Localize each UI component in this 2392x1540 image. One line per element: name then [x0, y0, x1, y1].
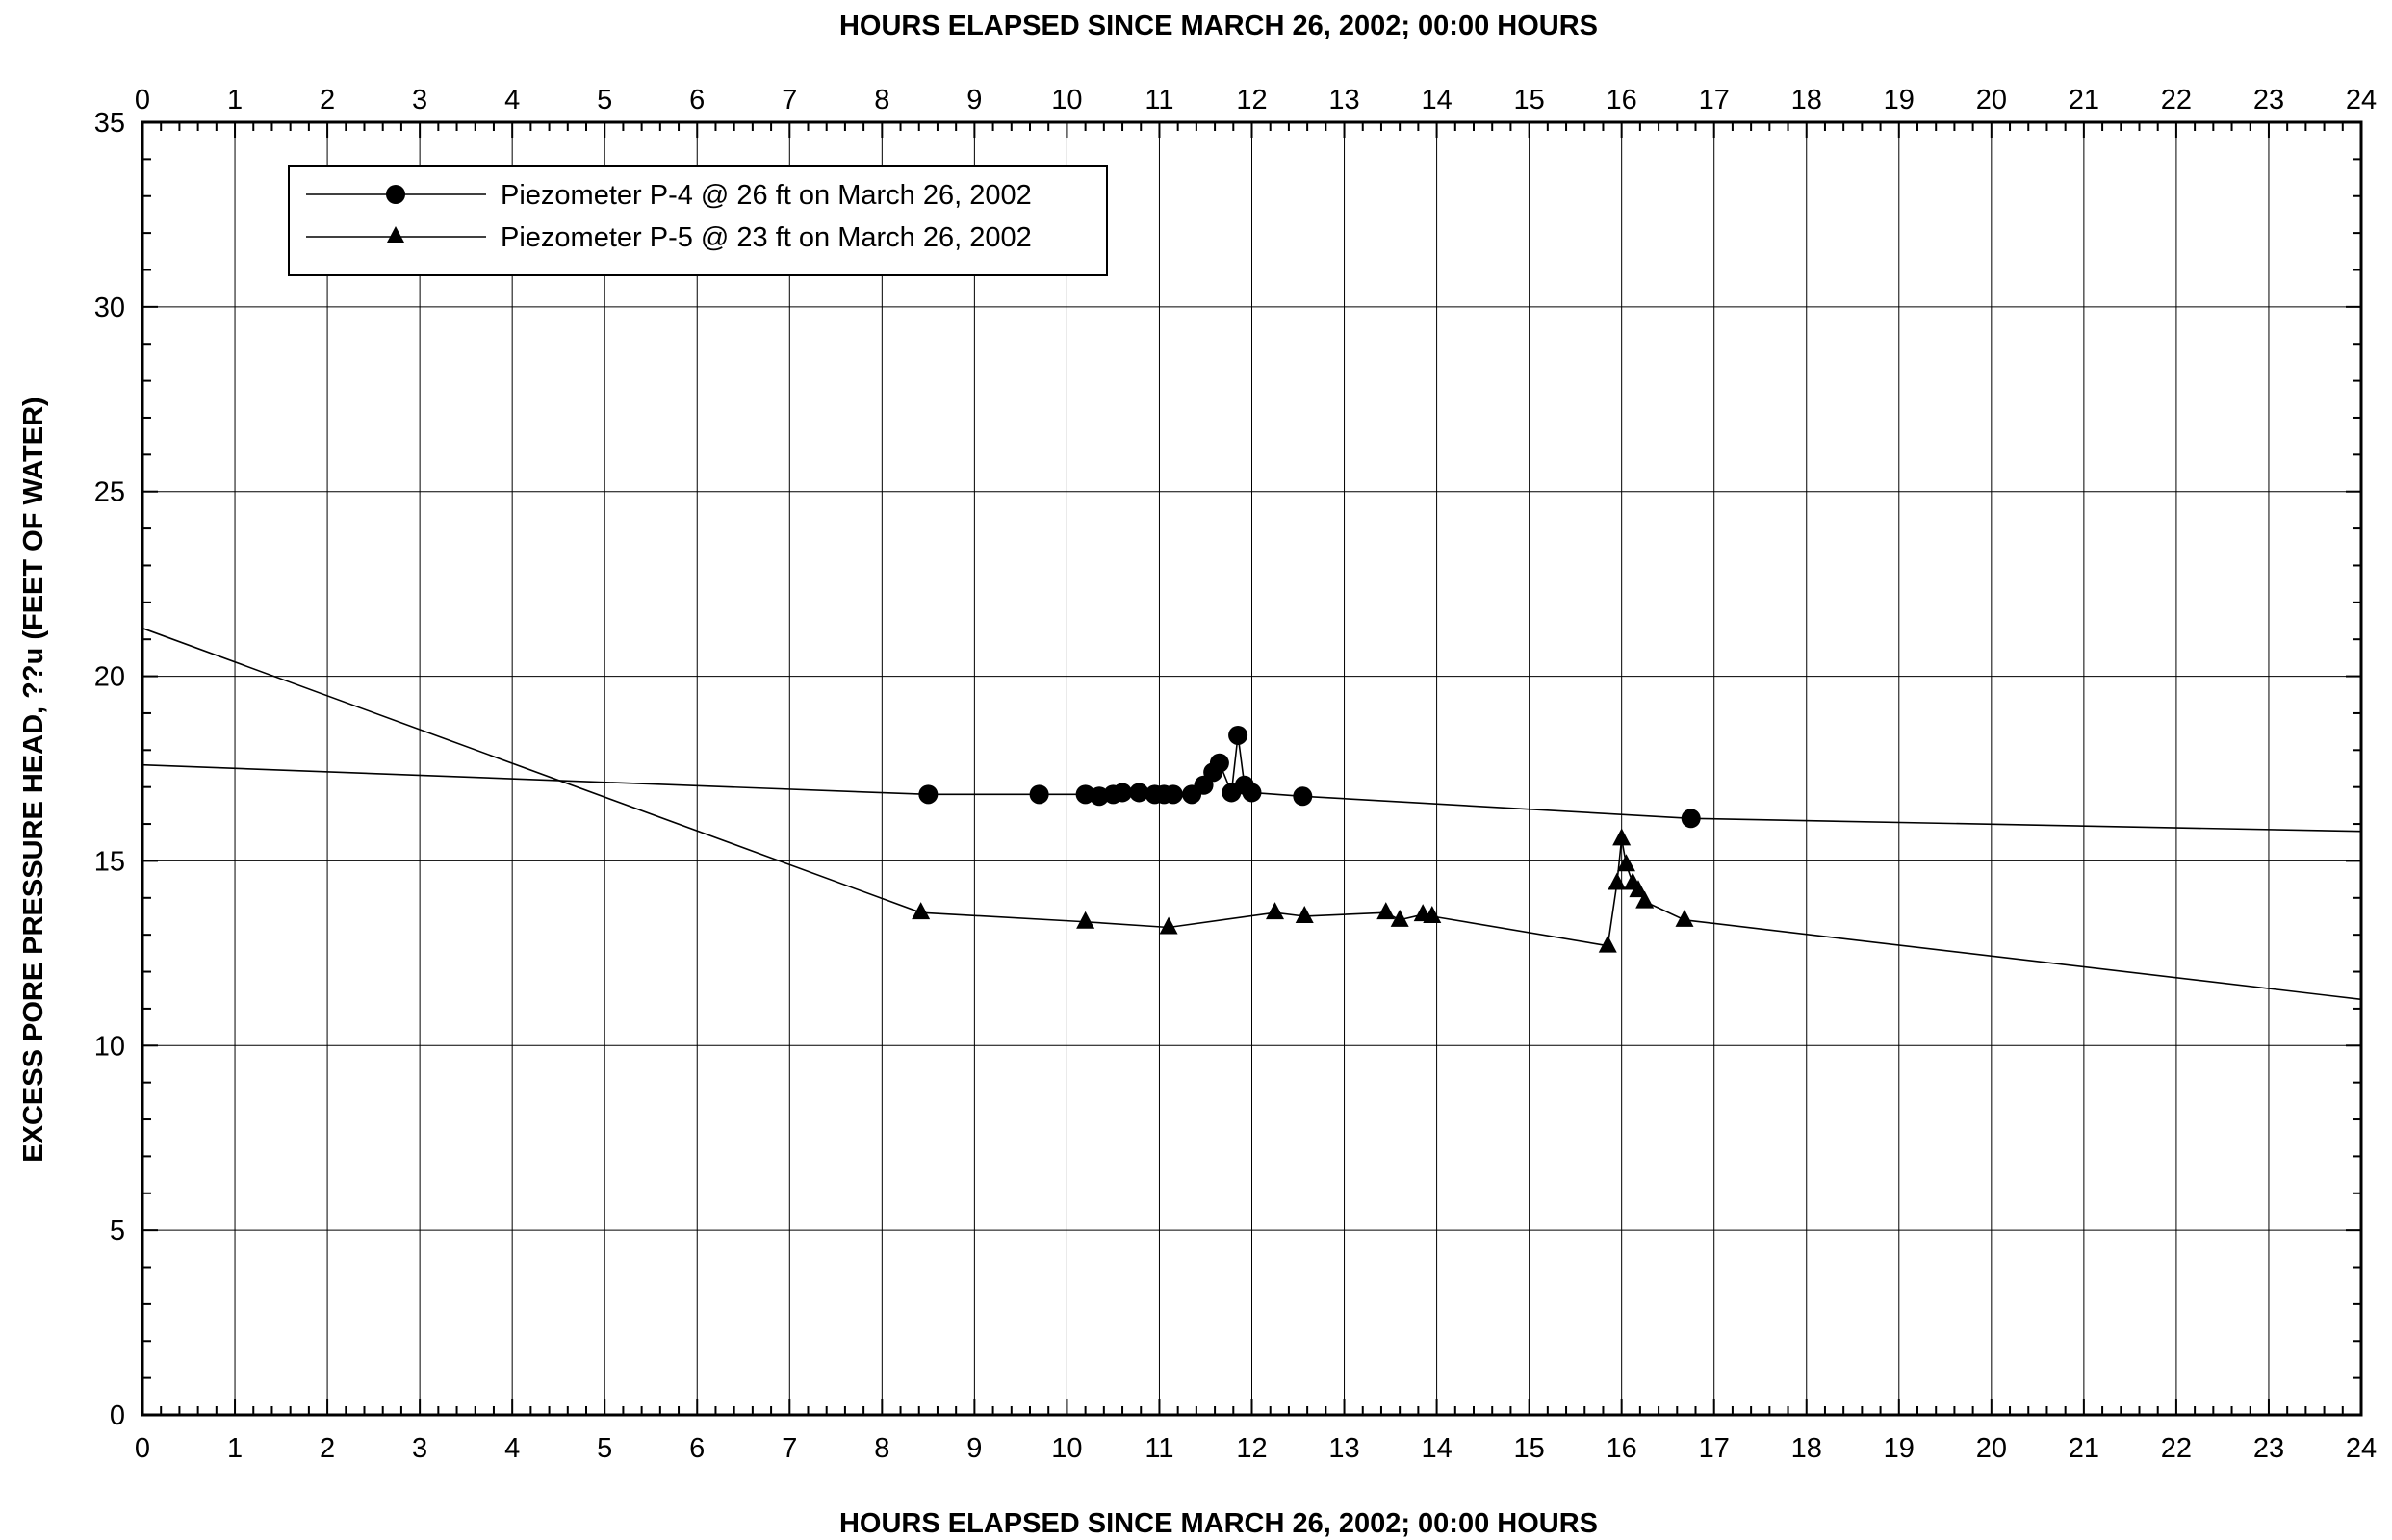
x-tick-label-bottom: 15	[1513, 1433, 1544, 1464]
y-tick-label: 10	[94, 1031, 125, 1062]
x-tick-label-bottom: 8	[874, 1433, 889, 1464]
x-tick-label-top: 0	[135, 85, 150, 116]
x-tick-label-bottom: 0	[135, 1433, 150, 1464]
legend: Piezometer P-4 @ 26 ft on March 26, 2002…	[288, 165, 1108, 276]
data-point-p4	[1209, 753, 1229, 773]
x-tick-label-bottom: 5	[597, 1433, 612, 1464]
data-point-p5	[1616, 854, 1635, 872]
data-point-p5	[1629, 880, 1648, 898]
y-tick-label: 5	[110, 1216, 125, 1246]
data-point-p5	[1159, 916, 1178, 935]
data-point-p5	[1675, 909, 1694, 927]
data-point-p4	[1113, 783, 1133, 803]
data-point-p5	[1295, 905, 1314, 923]
y-tick-label: 25	[94, 477, 125, 508]
data-point-p4	[1029, 784, 1049, 805]
x-tick-label-bottom: 22	[2161, 1433, 2192, 1464]
x-tick-label-bottom: 16	[1607, 1433, 1637, 1464]
x-tick-label-bottom: 12	[1236, 1433, 1267, 1464]
data-point-p4	[1163, 784, 1183, 805]
y-tick-label: 35	[94, 108, 125, 139]
x-tick-label-top: 9	[966, 85, 982, 116]
bottom-axis-title: HOURS ELAPSED SINCE MARCH 26, 2002; 00:0…	[839, 1508, 1598, 1539]
x-tick-label-bottom: 10	[1051, 1433, 1082, 1464]
x-tick-label-top: 18	[1791, 85, 1822, 116]
x-tick-label-top: 17	[1699, 85, 1730, 116]
x-tick-label-top: 23	[2253, 85, 2284, 116]
x-tick-label-top: 11	[1145, 85, 1173, 116]
data-point-p5	[1390, 909, 1409, 927]
x-tick-label-top: 19	[1884, 85, 1915, 116]
legend-marker-p4	[386, 185, 405, 204]
data-point-p5	[1376, 902, 1396, 920]
y-tick-label: 0	[110, 1400, 125, 1431]
legend-label-p4: Piezometer P-4 @ 26 ft on March 26, 2002	[501, 180, 1032, 211]
x-tick-label-bottom: 1	[227, 1433, 243, 1464]
x-tick-label-bottom: 9	[966, 1433, 982, 1464]
x-tick-label-bottom: 21	[2069, 1433, 2099, 1464]
x-tick-label-bottom: 2	[320, 1433, 335, 1464]
y-tick-label: 15	[94, 846, 125, 877]
x-tick-label-top: 15	[1513, 85, 1544, 116]
x-tick-label-bottom: 3	[412, 1433, 427, 1464]
data-point-p4	[918, 784, 939, 805]
x-tick-label-top: 21	[2069, 85, 2099, 116]
data-point-p4	[1228, 725, 1248, 745]
x-tick-label-top: 16	[1607, 85, 1637, 116]
x-tick-label-top: 14	[1421, 85, 1452, 116]
tick-labels: 0011223344556677889910101111121213131414…	[94, 85, 2377, 1464]
y-tick-label: 20	[94, 662, 125, 693]
data-point-p4	[1129, 783, 1149, 803]
x-tick-label-bottom: 18	[1791, 1433, 1822, 1464]
x-tick-label-top: 24	[2346, 85, 2377, 116]
x-tick-label-top: 8	[874, 85, 889, 116]
data-point-p4	[1242, 783, 1262, 803]
grid	[142, 122, 2361, 1415]
data-point-p5	[1266, 902, 1285, 920]
x-tick-label-top: 2	[320, 85, 335, 116]
x-tick-label-bottom: 17	[1699, 1433, 1730, 1464]
x-tick-label-bottom: 11	[1145, 1433, 1173, 1464]
x-tick-label-top: 4	[504, 85, 520, 116]
x-tick-label-top: 3	[412, 85, 427, 116]
x-tick-label-top: 7	[782, 85, 797, 116]
top-axis-title: HOURS ELAPSED SINCE MARCH 26, 2002; 00:0…	[839, 11, 1598, 41]
x-tick-label-top: 5	[597, 85, 612, 116]
series-layer	[141, 627, 2362, 1001]
x-tick-label-bottom: 7	[782, 1433, 797, 1464]
x-tick-label-top: 1	[227, 85, 243, 116]
x-tick-label-top: 22	[2161, 85, 2192, 116]
x-tick-label-bottom: 20	[1976, 1433, 2007, 1464]
x-tick-label-bottom: 24	[2346, 1433, 2377, 1464]
legend-label-p5: Piezometer P-5 @ 23 ft on March 26, 2002	[501, 222, 1032, 253]
x-tick-label-top: 20	[1976, 85, 2007, 116]
y-tick-label: 30	[94, 293, 125, 323]
data-point-p5	[1423, 905, 1442, 923]
x-tick-label-top: 13	[1328, 85, 1359, 116]
plot-frame	[141, 120, 2363, 1417]
x-tick-label-top: 6	[689, 85, 705, 116]
legend-marker-p5	[387, 226, 404, 243]
x-tick-label-bottom: 6	[689, 1433, 705, 1464]
data-point-p4	[1681, 808, 1701, 829]
data-point-p5	[912, 902, 931, 920]
x-tick-label-top: 10	[1051, 85, 1082, 116]
x-tick-label-bottom: 19	[1884, 1433, 1915, 1464]
legend-box	[288, 165, 1108, 276]
data-point-p5	[1598, 935, 1617, 953]
data-point-p4	[1293, 786, 1313, 807]
x-tick-label-bottom: 13	[1328, 1433, 1359, 1464]
x-tick-label-bottom: 23	[2253, 1433, 2284, 1464]
data-point-p5	[1608, 872, 1627, 890]
x-tick-label-bottom: 14	[1421, 1433, 1452, 1464]
data-point-p5	[1076, 911, 1095, 929]
data-point-p5	[1612, 828, 1632, 846]
y-axis-title: EXCESS PORE PRESSURE HEAD, ??u (FEET OF …	[18, 397, 49, 1162]
data-point-p5	[1635, 890, 1655, 909]
x-tick-label-top: 12	[1236, 85, 1267, 116]
x-tick-label-bottom: 4	[504, 1433, 520, 1464]
